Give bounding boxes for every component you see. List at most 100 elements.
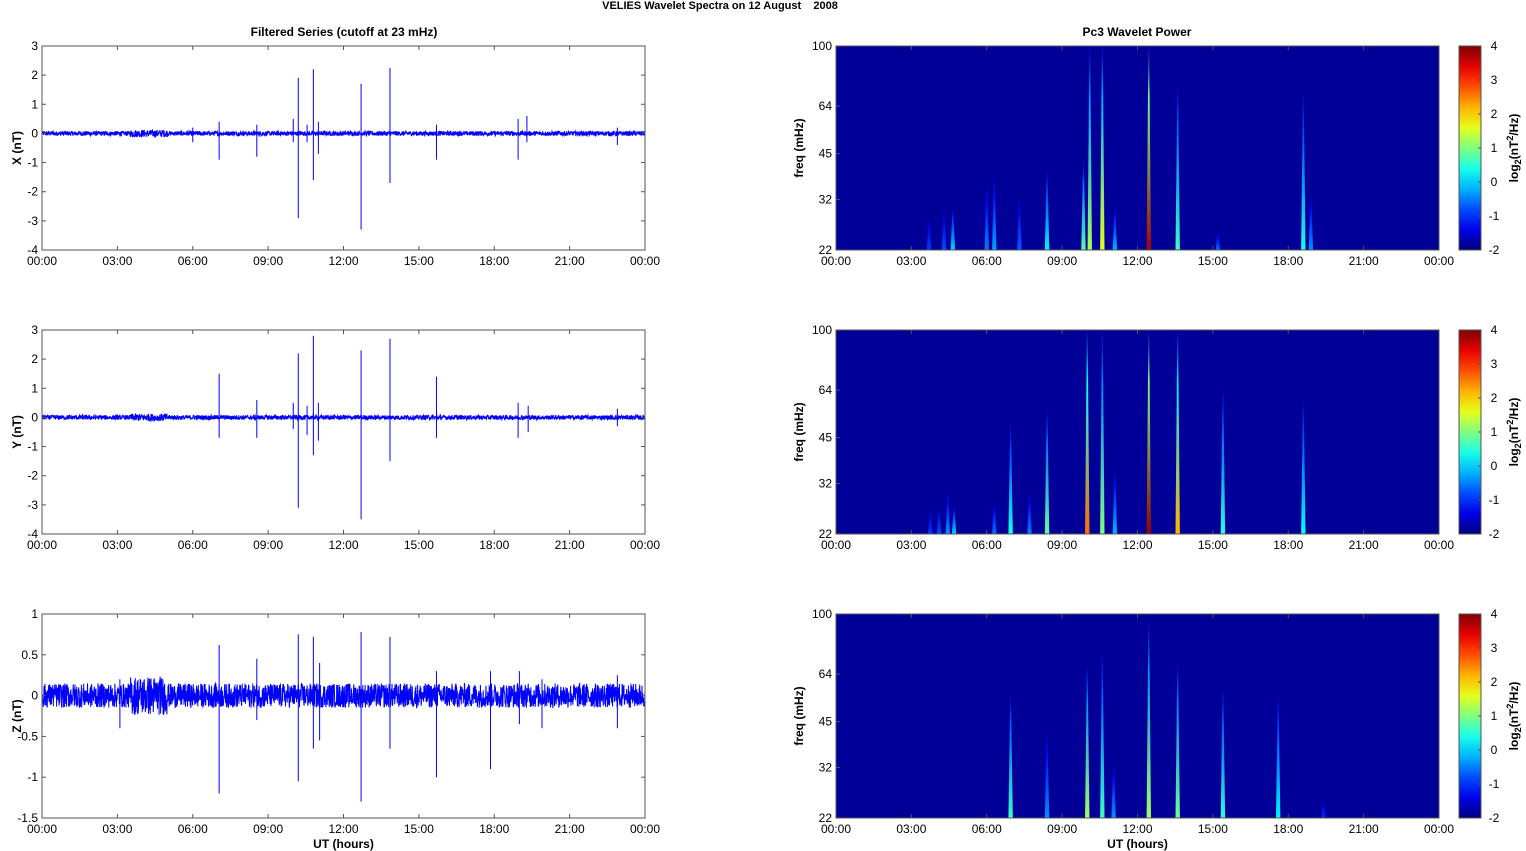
y-spectrogram-ytick-label: 100 — [812, 323, 832, 337]
y-spectrogram-xtick-label: 12:00 — [1122, 538, 1152, 552]
y-spectrogram-ytick-label: 32 — [819, 477, 833, 491]
colorbar-tick-label: 1 — [1491, 141, 1498, 155]
y-series-xtick-label: 18:00 — [479, 538, 509, 552]
colorbar-tick-label: 3 — [1491, 73, 1498, 87]
x-spectrogram-burst — [1081, 162, 1086, 250]
z-spectrogram-xtick-label: 03:00 — [896, 822, 926, 836]
y-spectrogram-burst — [1146, 330, 1152, 534]
colorbar-label-sub: 2 — [1513, 443, 1523, 448]
colorbar-gradient — [1458, 613, 1482, 819]
colorbar-tick-label: 4 — [1491, 607, 1498, 621]
y-series-xtick-label: 12:00 — [328, 538, 358, 552]
colorbar-tick-label: -1 — [1489, 777, 1500, 791]
y-spectrogram-burst — [992, 501, 997, 534]
z-spectrogram-xtick-label: 15:00 — [1198, 822, 1228, 836]
y-spectrogram-burst — [951, 506, 957, 534]
y-series-ytick-label: 1 — [31, 381, 38, 395]
z-spectrogram-burst — [1044, 730, 1050, 818]
z-series-ytick-label: -0.5 — [17, 729, 38, 743]
x-spectrogram-burst — [941, 208, 947, 250]
x-spectrogram-xtick-label: 15:00 — [1198, 254, 1228, 268]
right-column-header: Pc3 Wavelet Power — [1083, 25, 1192, 39]
z-series-ytick-label: -1 — [27, 770, 38, 784]
x-spectrogram-burst — [1044, 169, 1050, 250]
z-spectrogram-xtick-label: 06:00 — [972, 822, 1002, 836]
y-series-xtick-label: 00:00 — [630, 538, 660, 552]
y-spectrogram-burst — [936, 506, 942, 534]
x-spectrogram-ytick-label: 45 — [819, 147, 833, 161]
y-spectrogram-burst — [1220, 388, 1226, 534]
x-spectrogram-burst — [1112, 208, 1118, 250]
z-series-xtick-label: 06:00 — [178, 822, 208, 836]
x-spectrogram-ytick-label: 22 — [819, 243, 833, 257]
colorbar-gradient — [1458, 329, 1482, 535]
y-spectrogram-xtick-label: 15:00 — [1198, 538, 1228, 552]
z-spectrogram-ytick-label: 32 — [819, 761, 833, 775]
z-series-xtick-label: 09:00 — [253, 822, 283, 836]
z-spectrogram-xtick-label: 09:00 — [1047, 822, 1077, 836]
y-spectrogram-xtick-label: 00:00 — [1424, 538, 1454, 552]
colorbar-tick-label: -2 — [1489, 243, 1500, 257]
y-spectrogram-xtick-label: 00:00 — [821, 538, 851, 552]
y-series-xtick-label: 06:00 — [178, 538, 208, 552]
colorbar-label-paren: (nT — [1507, 140, 1521, 159]
z-spectrogram-burst — [1276, 694, 1281, 818]
z-spectrogram-burst — [1220, 687, 1226, 818]
colorbar-tick-label: 4 — [1491, 323, 1498, 337]
z-series-panel: 1 0.5 0 -0.5 -1 -1.5 Z (nT) 00:00 03:00 06:00 09:0… — [10, 607, 660, 851]
z-series-ylabel: Z (nT) — [10, 699, 24, 732]
x-spectrogram-burst — [1100, 46, 1105, 250]
y-series-panel: 3 2 1 0 -1 -2 -3 -4 Y (nT) 00:00 03:00 06:00 09:00 12… — [10, 323, 660, 552]
left-xlabel: UT (hours) — [313, 837, 374, 851]
y-series-ytick-label: 2 — [31, 352, 38, 366]
x-series-ytick-label: 3 — [31, 39, 38, 53]
x-series-xtick-label: 21:00 — [555, 254, 585, 268]
y-spectrogram-xtick-label: 18:00 — [1273, 538, 1303, 552]
y-spectrogram-burst — [928, 511, 933, 534]
x-series-ylabel: X (nT) — [10, 131, 24, 165]
colorbar-label-sup: 2 — [1505, 704, 1515, 709]
x-spectrogram-xtick-label: 12:00 — [1122, 254, 1152, 268]
colorbar-tick-label: -2 — [1489, 811, 1500, 825]
y-spectrogram-burst — [1027, 492, 1032, 534]
y-series-xtick-label: 03:00 — [102, 538, 132, 552]
z-series-baseline-trace — [42, 676, 645, 716]
z-spectrogram-xtick-label: 12:00 — [1122, 822, 1152, 836]
x-spectrogram-xtick-label: 21:00 — [1349, 254, 1379, 268]
z-series-xtick-label: 18:00 — [479, 822, 509, 836]
colorbar-label-sub: 2 — [1513, 727, 1523, 732]
z-spectrogram-xtick-label: 18:00 — [1273, 822, 1303, 836]
y-spectrogram-burst — [1008, 423, 1013, 534]
y-series-ytick-label: -4 — [27, 527, 38, 541]
z-series-ytick-label: 0 — [31, 689, 38, 703]
right-xlabel: UT (hours) — [1107, 837, 1168, 851]
colorbar-label-prefix: log — [1507, 164, 1521, 182]
z-series-xtick-label: 12:00 — [328, 822, 358, 836]
x-series-xtick-label: 03:00 — [102, 254, 132, 268]
y-spectrogram-ytick-label: 64 — [819, 383, 833, 397]
x-spectrogram-burst — [1175, 84, 1180, 250]
z-series-xtick-label: 03:00 — [102, 822, 132, 836]
y-spectrogram-burst — [1175, 330, 1180, 534]
colorbar-label-sub: 2 — [1513, 159, 1523, 164]
colorbar-label-paren: (nT — [1507, 424, 1521, 443]
x-spectrogram-xtick-label: 09:00 — [1047, 254, 1077, 268]
figure-title: VELIES Wavelet Spectra on 12 August 2008 — [602, 0, 838, 12]
colorbar-tick-label: -2 — [1489, 527, 1500, 541]
z-spectrogram-xtick-label: 00:00 — [1424, 822, 1454, 836]
colorbar-label-prefix: log — [1507, 732, 1521, 750]
x-spectrogram-xtick-label: 00:00 — [821, 254, 851, 268]
colorbar-tick-label: 3 — [1491, 357, 1498, 371]
z-spectrogram-ytick-label: 45 — [819, 715, 833, 729]
colorbar-tick-label: 2 — [1491, 675, 1498, 689]
colorbar-tick-label: 0 — [1491, 459, 1498, 473]
colorbar-tick-label: 0 — [1491, 743, 1498, 757]
colorbar-gradient — [1458, 45, 1482, 251]
y-spectrogram-background — [836, 330, 1439, 534]
y-spectrogram-ytick-label: 22 — [819, 527, 833, 541]
z-series-xtick-label: 00:00 — [630, 822, 660, 836]
x-series-ytick-label: 1 — [31, 97, 38, 111]
